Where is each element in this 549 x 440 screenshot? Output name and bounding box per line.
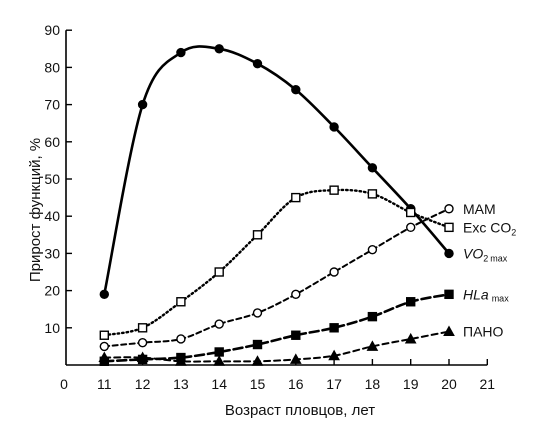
data-point: [213, 355, 226, 366]
data-point: [329, 267, 339, 277]
data-point: [443, 325, 455, 337]
data-point: [175, 355, 187, 366]
data-point: [99, 341, 110, 352]
y-tick-label: 10: [44, 320, 60, 336]
data-point: [137, 99, 148, 110]
data-point: [137, 337, 148, 348]
data-point: [214, 44, 224, 54]
data-point: [329, 185, 339, 195]
series-1: [99, 185, 454, 340]
data-point: [291, 85, 301, 95]
series-4: [98, 325, 455, 366]
x-tick-label: 20: [441, 376, 457, 392]
legend-entry: MAM: [463, 201, 496, 217]
x-tick-label: 18: [365, 376, 381, 392]
series-2: [99, 204, 454, 352]
data-point: [214, 347, 224, 357]
series-line: [103, 330, 450, 363]
data-point: [214, 267, 224, 277]
y-tick-label: 20: [44, 283, 60, 299]
y-tick-label: 70: [44, 97, 60, 113]
x-tick-label: 21: [480, 376, 496, 392]
series-3: [99, 289, 454, 366]
series-line: [103, 293, 451, 363]
data-point: [444, 248, 454, 259]
data-point: [406, 222, 416, 233]
data-point: [444, 222, 454, 233]
data-point: [98, 351, 111, 363]
legend-entry: HLa max: [463, 286, 509, 303]
series-line: [103, 188, 451, 337]
x-tick-label: 11: [97, 376, 112, 392]
x-tick-label: 15: [250, 376, 266, 392]
data-point: [252, 308, 263, 318]
y-tick-label: 30: [44, 245, 60, 261]
data-point: [328, 349, 340, 361]
data-point: [404, 332, 417, 344]
y-axis-title: Прирост функций, %: [27, 138, 44, 282]
data-point: [367, 189, 378, 199]
x-axis-title: Возраст пловцов, лет: [225, 402, 375, 419]
axes: 10 20 30 40 50 60 70 80 90 0 11 12 13 14 15 16 17 18 19 20 2…: [44, 22, 495, 392]
x-tick-label: 19: [403, 376, 419, 392]
data-point: [291, 192, 301, 203]
data-point: [252, 339, 263, 350]
x-tick-label: 13: [173, 376, 189, 392]
data-point: [99, 330, 110, 340]
y-tick-label: 60: [44, 134, 60, 150]
y-tick-label: 90: [44, 22, 60, 38]
x-origin-label: 0: [60, 376, 68, 392]
y-tick-label: 50: [44, 171, 60, 187]
data-point: [291, 330, 301, 340]
data-point: [444, 204, 454, 214]
data-point: [252, 230, 263, 240]
data-point: [252, 58, 263, 69]
data-point: [366, 340, 379, 351]
data-point: [367, 163, 378, 173]
data-point: [99, 289, 110, 300]
data-point: [289, 353, 302, 364]
data-point: [137, 323, 148, 333]
data-point: [329, 323, 339, 333]
data-point: [367, 244, 378, 255]
series-0: [99, 44, 454, 300]
x-tick-label: 16: [288, 376, 304, 392]
data-point: [136, 351, 149, 363]
y-tick-label: 80: [44, 59, 60, 75]
legend-entry: ПАНО: [463, 324, 504, 340]
y-tick-label: 40: [44, 208, 60, 224]
data-point: [406, 297, 416, 307]
data-point: [251, 355, 264, 366]
data-point: [291, 289, 301, 300]
series-line: [103, 207, 450, 348]
legend-entry: VO2 max: [463, 245, 508, 263]
data-point: [176, 297, 186, 307]
data-point: [444, 289, 454, 300]
legend: VO2 max Exc CO2 MAM HLa max ПАНО: [463, 201, 516, 340]
data-point: [329, 122, 339, 132]
x-tick-label: 17: [326, 376, 342, 392]
legend-entry: Exc CO2: [463, 219, 516, 237]
data-point: [367, 311, 378, 322]
data-point: [406, 207, 416, 218]
x-tick-label: 14: [211, 376, 227, 392]
series-line: [103, 45, 451, 296]
x-tick-label: 12: [135, 376, 151, 392]
data-point: [176, 47, 186, 58]
data-point: [214, 319, 224, 329]
series-layer: [98, 44, 455, 366]
data-point: [176, 334, 186, 344]
